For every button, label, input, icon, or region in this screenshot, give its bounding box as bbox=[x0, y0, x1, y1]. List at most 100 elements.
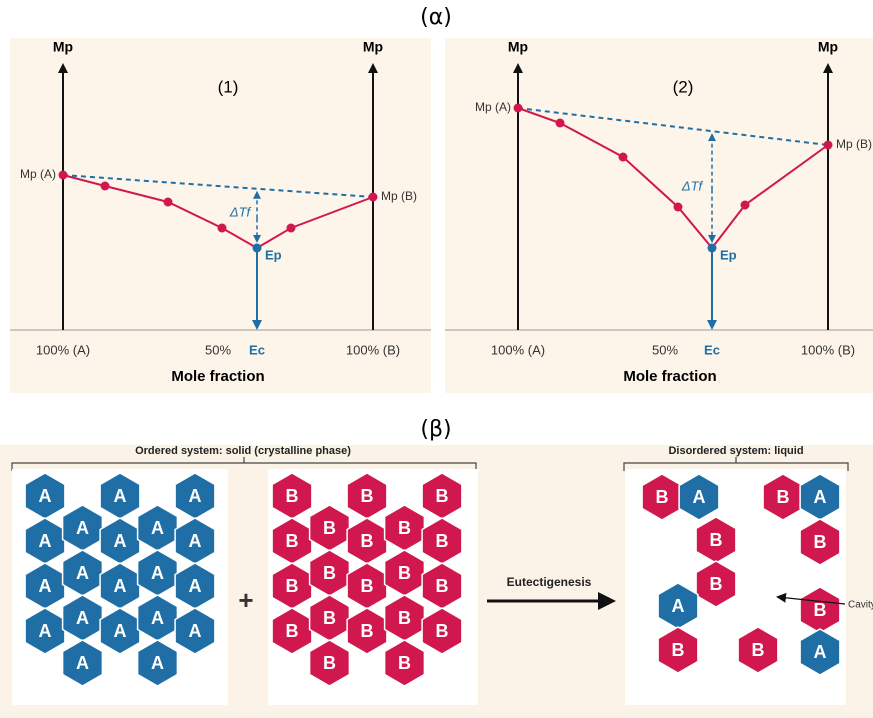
hexagon-label: B bbox=[286, 621, 299, 641]
hexagon-label: B bbox=[436, 621, 449, 641]
cavity-label: Cavity bbox=[848, 600, 873, 611]
hexagon-label: A bbox=[114, 486, 127, 506]
hexagon-label: B bbox=[286, 531, 299, 551]
x-tick-label: Ec bbox=[249, 342, 265, 357]
eutectic-label: Ep bbox=[265, 247, 282, 262]
eutectic-point bbox=[253, 244, 262, 253]
x-tick-label: 50% bbox=[205, 342, 231, 357]
x-axis-title: Mole fraction bbox=[171, 368, 264, 385]
hexagon-label: B bbox=[361, 621, 374, 641]
hexagon-label: B bbox=[436, 486, 449, 506]
hexagon-label: B bbox=[361, 576, 374, 596]
hexagon-label: B bbox=[398, 653, 411, 673]
arrow-label: Eutectigenesis bbox=[507, 575, 592, 589]
curve-point bbox=[556, 119, 565, 128]
panel-label: (β) bbox=[420, 417, 451, 442]
curve-point bbox=[674, 203, 683, 212]
hexagon-label: B bbox=[752, 640, 765, 660]
hexagon-label: A bbox=[672, 596, 685, 616]
hexagon-label: A bbox=[189, 531, 202, 551]
hexagon-label: B bbox=[361, 486, 374, 506]
hexagon-label: A bbox=[189, 621, 202, 641]
hexagon-label: B bbox=[814, 600, 827, 620]
delta-label: ΔTf bbox=[681, 178, 704, 193]
hexagon-label: B bbox=[398, 518, 411, 538]
hexagon-label: A bbox=[151, 563, 164, 583]
hexagon-label: A bbox=[151, 608, 164, 628]
hexagon-label: B bbox=[656, 487, 669, 507]
hexagon-label: B bbox=[398, 608, 411, 628]
plus-sign: + bbox=[238, 585, 253, 615]
hexagon-label: A bbox=[76, 653, 89, 673]
curve-point bbox=[59, 171, 68, 180]
hexagon-label: A bbox=[39, 576, 52, 596]
point-label: Mp (B) bbox=[836, 137, 872, 151]
point-label: Mp (A) bbox=[475, 100, 511, 114]
panel-label: (α) bbox=[420, 5, 452, 30]
axis-title: Mp bbox=[363, 39, 383, 55]
curve-point bbox=[514, 104, 523, 113]
curve-point bbox=[287, 224, 296, 233]
diagram: Mp Mp (2) ΔTf Mp (A) Mp (B) Ep 100% (A) 50% Ec 100… bbox=[445, 38, 873, 393]
hexagon-label: B bbox=[323, 518, 336, 538]
x-tick-label: 100% (B) bbox=[801, 342, 855, 357]
hexagon-label: B bbox=[672, 640, 685, 660]
curve-point bbox=[218, 224, 227, 233]
diagram: Mp Mp (1) ΔTf Mp (A) Mp (B) Ep 100% (A) 50% Ec 100… bbox=[10, 38, 431, 393]
hexagon-label: A bbox=[189, 486, 202, 506]
x-tick-label: 100% (B) bbox=[346, 342, 400, 357]
hexagon-label: A bbox=[114, 576, 127, 596]
x-axis-title: Mole fraction bbox=[623, 368, 716, 385]
hexagon-label: A bbox=[693, 487, 706, 507]
hexagon-label: B bbox=[323, 653, 336, 673]
hexagon-label: B bbox=[436, 576, 449, 596]
axis-title: Mp bbox=[508, 39, 528, 55]
hexagon-label: A bbox=[76, 608, 89, 628]
point-label: Mp (A) bbox=[20, 167, 56, 181]
delta-label: ΔTf bbox=[229, 204, 252, 219]
hexagon-label: A bbox=[114, 531, 127, 551]
figure: (α) (β) Mp Mp (1) ΔTf Mp (A) Mp (B) Ep 100% (A)… bbox=[0, 0, 873, 718]
curve-point bbox=[619, 153, 628, 162]
axis-title: Mp bbox=[53, 39, 73, 55]
x-tick-label: 100% (A) bbox=[491, 342, 545, 357]
hexagon-label: B bbox=[286, 486, 299, 506]
x-tick-label: 50% bbox=[652, 342, 678, 357]
diagram-label: (2) bbox=[673, 77, 694, 96]
diagram-background bbox=[445, 38, 873, 393]
curve-point bbox=[164, 198, 173, 207]
hexagon-label: A bbox=[151, 653, 164, 673]
bracket-label: Ordered system: solid (crystalline phase… bbox=[135, 445, 351, 457]
hexagon-label: A bbox=[114, 621, 127, 641]
hexagon-label: A bbox=[39, 531, 52, 551]
x-tick-label: Ec bbox=[704, 342, 720, 357]
hexagon-label: B bbox=[323, 608, 336, 628]
hexagon-label: B bbox=[777, 487, 790, 507]
x-tick-label: 100% (A) bbox=[36, 342, 90, 357]
hexagon-label: B bbox=[286, 576, 299, 596]
hexagon-label: B bbox=[436, 531, 449, 551]
curve-point bbox=[101, 182, 110, 191]
curve-point bbox=[824, 141, 833, 150]
hexagon-label: A bbox=[189, 576, 202, 596]
bracket-label: Disordered system: liquid bbox=[668, 445, 803, 457]
curve-point bbox=[741, 201, 750, 210]
eutectic-point bbox=[708, 244, 717, 253]
hexagon-label: B bbox=[814, 532, 827, 552]
hexagon-label: A bbox=[814, 642, 827, 662]
diagram-label: (1) bbox=[218, 77, 239, 96]
hexagon-label: A bbox=[39, 486, 52, 506]
curve-point bbox=[369, 193, 378, 202]
hexagon-label: B bbox=[323, 563, 336, 583]
axis-title: Mp bbox=[818, 39, 838, 55]
hexagon-label: A bbox=[814, 487, 827, 507]
point-label: Mp (B) bbox=[381, 189, 417, 203]
hexagon-label: A bbox=[151, 518, 164, 538]
hexagon-label: A bbox=[39, 621, 52, 641]
hexagon-label: B bbox=[710, 574, 723, 594]
hexagon-label: A bbox=[76, 518, 89, 538]
hexagon-label: A bbox=[76, 563, 89, 583]
hexagon-label: B bbox=[398, 563, 411, 583]
eutectic-label: Ep bbox=[720, 247, 737, 262]
hexagon-label: B bbox=[710, 530, 723, 550]
